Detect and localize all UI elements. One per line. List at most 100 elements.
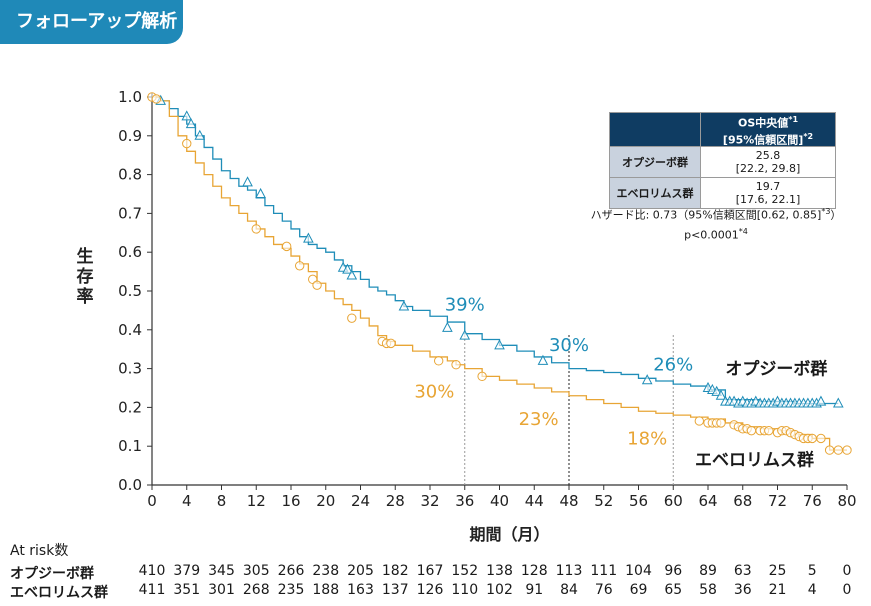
- rate-annotation: 30%: [549, 335, 589, 356]
- x-tick-label: 12: [247, 492, 266, 510]
- at-risk-value: 104: [625, 563, 652, 579]
- at-risk-value: 379: [173, 563, 201, 579]
- at-risk-value: 0: [842, 582, 852, 598]
- x-tick-label: 8: [217, 492, 227, 510]
- at-risk-value: 89: [699, 563, 717, 579]
- y-tick-label: 0.5: [118, 282, 142, 300]
- at-risk-value: 345: [208, 563, 235, 579]
- censor-mark: [185, 118, 197, 129]
- y-tick-label: 0.6: [118, 243, 142, 261]
- censor-mark: [815, 395, 827, 406]
- at-risk-value: 410: [138, 563, 166, 579]
- at-risk-value: 411: [138, 582, 166, 598]
- censor-mark: [312, 280, 322, 290]
- at-risk-value: 76: [594, 582, 613, 598]
- censor-mark: [451, 360, 461, 370]
- x-axis-label: 期間（月）: [469, 525, 549, 544]
- at-risk-title: At risk数: [10, 543, 69, 559]
- y-tick-label: 0.2: [118, 398, 142, 416]
- at-risk-value: 96: [664, 563, 683, 579]
- at-risk-value: 305: [242, 563, 270, 579]
- os-median-table: OS中央値*1 [95%信頼区間]*2 オプジーボ群 25.8 [22.2, 29…: [609, 111, 836, 210]
- x-tick-label: 36: [455, 492, 474, 510]
- at-risk-value: 0: [842, 563, 852, 579]
- x-tick-label: 44: [525, 492, 544, 510]
- censor-mark: [832, 397, 844, 408]
- censor-mark: [151, 94, 162, 104]
- at-risk-value: 63: [733, 563, 752, 579]
- at-risk-value: 91: [525, 582, 544, 598]
- at-risk-value: 4: [807, 582, 817, 598]
- censor-mark: [182, 138, 192, 149]
- x-tick-label: 72: [768, 492, 787, 510]
- series-label: エベロリムス群: [695, 450, 814, 471]
- censor-mark: [303, 232, 314, 243]
- at-risk-value: 84: [560, 582, 578, 598]
- at-risk-value: 351: [173, 582, 201, 598]
- at-risk-value: 301: [208, 582, 235, 598]
- y-tick-label: 0.1: [118, 437, 142, 455]
- at-risk-value: 21: [768, 582, 787, 598]
- x-tick-label: 56: [629, 492, 648, 510]
- at-risk-value: 152: [451, 563, 479, 579]
- at-risk-value: 182: [381, 563, 409, 579]
- at-risk-value: 128: [520, 563, 548, 579]
- survival-curve-opdivo: [152, 96, 839, 405]
- x-tick-label: 32: [420, 492, 439, 510]
- censor-mark: [386, 338, 396, 349]
- y-tick-label: 0.9: [118, 127, 142, 145]
- x-tick-label: 60: [664, 492, 683, 510]
- x-tick-label: 40: [490, 492, 509, 510]
- x-tick-label: 16: [281, 492, 300, 510]
- rate-annotation: 30%: [414, 382, 454, 403]
- series-label: オプジーボ群: [725, 358, 827, 379]
- at-risk-value: 111: [590, 563, 618, 579]
- censor-mark: [346, 269, 358, 280]
- x-tick-label: 24: [351, 492, 370, 510]
- censor-mark: [764, 425, 774, 436]
- at-risk-value: 235: [277, 582, 305, 598]
- at-risk-value: 238: [312, 563, 340, 579]
- censor-mark: [477, 371, 487, 382]
- at-risk-value: 163: [347, 582, 374, 598]
- censor-mark: [711, 385, 723, 396]
- censor-mark: [281, 241, 292, 252]
- y-tick-label: 1.0: [118, 88, 142, 106]
- os-table-header: OS中央値*1 [95%信頼区間]*2: [700, 111, 836, 148]
- x-tick-label: 4: [182, 492, 192, 510]
- rate-annotation: 26%: [653, 355, 693, 376]
- rate-annotation: 18%: [627, 428, 667, 449]
- os-row-value: 25.8 [22.2, 29.8]: [700, 146, 836, 179]
- censor-mark: [807, 433, 817, 444]
- x-tick-label: 64: [698, 492, 717, 510]
- at-risk-row-label: エベロリムス群: [10, 585, 108, 601]
- x-tick-label: 80: [837, 492, 856, 510]
- at-risk-value: 266: [277, 563, 305, 579]
- hazard-ratio-note: ハザード比: 0.73（95%信頼区間[0.62, 0.85]*3） p<0.0…: [590, 207, 842, 242]
- y-tick-label: 0.3: [118, 360, 142, 378]
- os-row-label: エベロリムス群: [609, 177, 701, 210]
- at-risk-row-label: オプジーボ群: [10, 566, 94, 582]
- at-risk-value: 113: [555, 563, 583, 579]
- at-risk-value: 268: [242, 582, 270, 598]
- at-risk-value: 110: [451, 582, 479, 598]
- censor-mark: [194, 129, 206, 140]
- y-tick-label: 0.0: [118, 476, 142, 494]
- y-tick-label: 0.4: [118, 321, 142, 339]
- at-risk-value: 58: [699, 582, 717, 598]
- censor-mark: [494, 339, 505, 350]
- at-risk-value: 69: [629, 582, 648, 598]
- censor-mark: [242, 176, 253, 187]
- x-tick-label: 76: [803, 492, 822, 510]
- censor-mark: [442, 321, 453, 332]
- censor-mark: [398, 300, 410, 311]
- x-tick-label: 0: [147, 492, 157, 510]
- censor-mark: [181, 110, 193, 121]
- os-row-value: 19.7 [17.6, 22.1]: [700, 177, 836, 210]
- rate-annotation: 39%: [445, 294, 485, 315]
- os-row-label: オプジーボ群: [609, 146, 701, 179]
- y-axis-label: 生存率: [77, 246, 94, 307]
- censor-mark: [716, 418, 726, 428]
- at-risk-value: 167: [416, 563, 444, 579]
- censor-mark: [347, 313, 357, 323]
